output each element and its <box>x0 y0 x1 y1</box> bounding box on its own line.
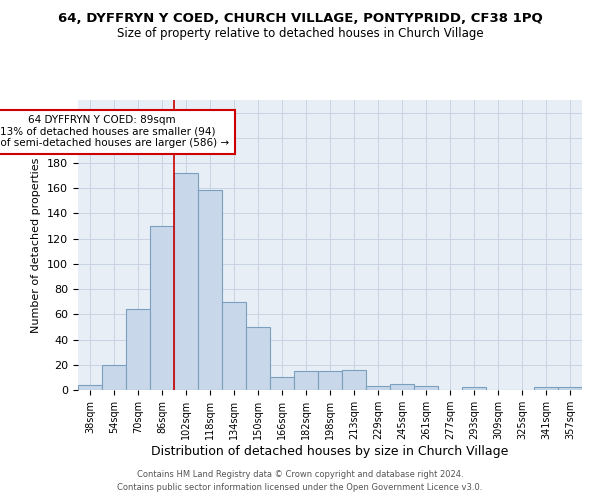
Bar <box>246 327 270 390</box>
Bar <box>78 385 102 390</box>
Bar <box>126 310 150 390</box>
Bar <box>150 226 174 390</box>
Bar <box>366 386 390 390</box>
Text: 64, DYFFRYN Y COED, CHURCH VILLAGE, PONTYPRIDD, CF38 1PQ: 64, DYFFRYN Y COED, CHURCH VILLAGE, PONT… <box>58 12 542 26</box>
Bar <box>318 371 342 390</box>
Bar <box>270 378 294 390</box>
Bar <box>222 302 246 390</box>
Text: 64 DYFFRYN Y COED: 89sqm
← 13% of detached houses are smaller (94)
82% of semi-d: 64 DYFFRYN Y COED: 89sqm ← 13% of detach… <box>0 115 230 148</box>
Bar <box>102 365 126 390</box>
X-axis label: Distribution of detached houses by size in Church Village: Distribution of detached houses by size … <box>151 445 509 458</box>
Bar <box>534 388 558 390</box>
Bar <box>558 388 582 390</box>
Bar <box>294 371 318 390</box>
Bar <box>174 173 198 390</box>
Text: Size of property relative to detached houses in Church Village: Size of property relative to detached ho… <box>116 28 484 40</box>
Text: Contains public sector information licensed under the Open Government Licence v3: Contains public sector information licen… <box>118 484 482 492</box>
Bar <box>342 370 366 390</box>
Bar <box>198 190 222 390</box>
Bar <box>462 388 486 390</box>
Bar <box>414 386 438 390</box>
Text: Contains HM Land Registry data © Crown copyright and database right 2024.: Contains HM Land Registry data © Crown c… <box>137 470 463 479</box>
Bar <box>390 384 414 390</box>
Y-axis label: Number of detached properties: Number of detached properties <box>31 158 41 332</box>
